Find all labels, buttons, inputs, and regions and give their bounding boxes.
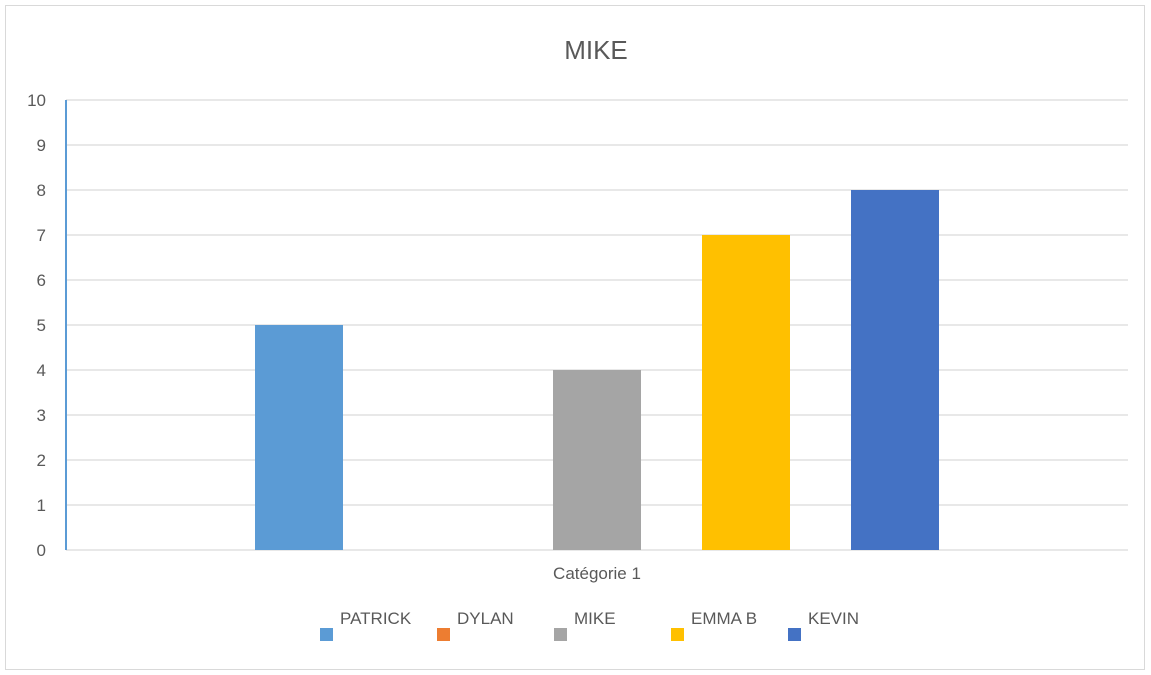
legend-swatch-patrick: [320, 628, 333, 641]
legend-label: KEVIN: [808, 609, 859, 628]
y-tick-label: 0: [37, 541, 46, 560]
gridlines: [66, 99, 1128, 551]
y-axis-tick-labels: 0 1 2 3 4 5 6 7 8 9 10: [27, 91, 46, 560]
y-tick-label: 2: [37, 451, 46, 470]
bar-mike: [553, 370, 641, 550]
legend-swatch-kevin: [788, 628, 801, 641]
y-tick-label: 8: [37, 181, 46, 200]
legend-label: EMMA B: [691, 609, 757, 628]
y-tick-label: 10: [27, 91, 46, 110]
y-tick-label: 7: [37, 226, 46, 245]
bar-patrick: [255, 325, 343, 550]
chart-title: MIKE: [564, 35, 628, 65]
y-tick-label: 9: [37, 136, 46, 155]
legend-swatch-emma-b: [671, 628, 684, 641]
legend-label: MIKE: [574, 609, 616, 628]
bars: [255, 190, 939, 550]
category-label: Catégorie 1: [553, 564, 641, 583]
y-tick-label: 6: [37, 271, 46, 290]
legend-label: DYLAN: [457, 609, 514, 628]
legend-swatch-dylan: [437, 628, 450, 641]
chart-frame: [5, 5, 1145, 670]
y-tick-label: 3: [37, 406, 46, 425]
y-tick-label: 5: [37, 316, 46, 335]
legend: PATRICK DYLAN MIKE EMMA B KEVIN: [320, 609, 859, 641]
bar-emma-b: [702, 235, 790, 550]
legend-swatch-mike: [554, 628, 567, 641]
bar-kevin: [851, 190, 939, 550]
y-tick-label: 4: [37, 361, 46, 380]
y-tick-label: 1: [37, 496, 46, 515]
legend-label: PATRICK: [340, 609, 412, 628]
